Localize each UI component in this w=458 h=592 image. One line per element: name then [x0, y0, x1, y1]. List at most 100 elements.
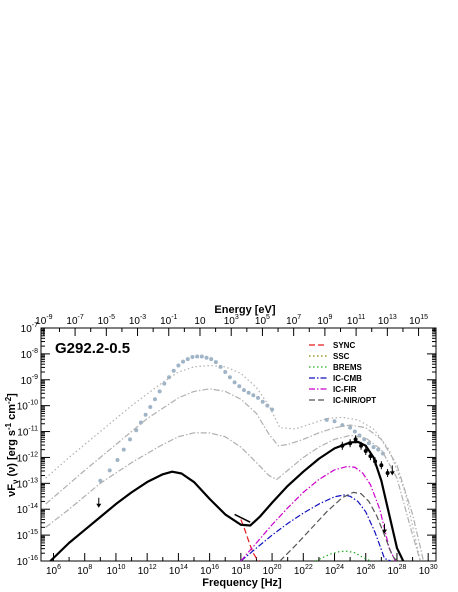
x2-tick-label-base: 10 [255, 316, 267, 327]
x2-tick-label-exp: 13 [389, 314, 397, 321]
curve-ic-fir [240, 465, 396, 561]
x-tick-label-base: 10 [388, 566, 400, 577]
curve-model-grey-3 [45, 432, 421, 561]
y-tick-label-exp: -10 [28, 400, 38, 407]
x-tick-label: 108 [77, 564, 92, 577]
x-axis-title: Frequency [Hz] [202, 577, 282, 589]
grey-point [107, 468, 112, 473]
upper-limit-arrow [389, 471, 395, 476]
x-tick-label-base: 10 [325, 566, 337, 577]
x2-tick-label: 109 [317, 314, 332, 327]
grey-point [352, 429, 357, 434]
grey-point [237, 384, 242, 389]
x-tick-label: 106 [46, 564, 61, 577]
y-tick-label-base: 10 [17, 402, 29, 413]
x-tick-label-exp: 26 [367, 564, 375, 571]
x-tick-label-base: 10 [169, 566, 181, 577]
measurement-point [385, 470, 390, 475]
x2-tick-label: 103 [224, 314, 239, 327]
y-tick-label-base: 10 [21, 324, 33, 335]
x2-tick-label-exp: -9 [46, 314, 52, 321]
grey-point [121, 447, 126, 452]
x-tick-label-base: 10 [231, 566, 243, 577]
x-tick-label: 1022 [294, 564, 313, 577]
grey-point [195, 354, 200, 359]
grey-point [138, 420, 143, 425]
x2-tick-label-exp: 15 [420, 314, 428, 321]
grey-point [148, 404, 153, 409]
legend: SYNC SSC BREMS IC-CMB IC-FIR IC-NIR/OPT [309, 341, 376, 405]
x2-tick-label-exp: 7 [297, 314, 301, 321]
x-tick-label-base: 10 [77, 566, 89, 577]
x-tick-label: 1024 [325, 564, 344, 577]
measurement-point [340, 443, 345, 448]
legend-label: IC-FIR [333, 385, 357, 394]
x2-tick-label-exp: 9 [328, 314, 332, 321]
grey-point [223, 370, 228, 375]
curve-ic-cmb [240, 494, 391, 561]
y-tick-label-base: 10 [17, 428, 29, 439]
x-tick-label-exp: 14 [180, 564, 188, 571]
measurement-point [368, 454, 373, 459]
y-axis-title-tail: cm [6, 404, 18, 423]
grey-point [332, 419, 337, 424]
grey-point [127, 437, 132, 442]
model-curves [45, 364, 425, 561]
y-axis-title: νFν (ν) [erg s-1 cm-2] [4, 393, 20, 497]
grey-point [199, 354, 204, 359]
x2-tick-label-exp: 3 [235, 314, 239, 321]
grey-point [162, 381, 167, 386]
y-tick-label-base: 10 [17, 557, 29, 568]
x2-tick-label-base: 10 [66, 316, 78, 327]
x2-tick-label-base: 10 [347, 316, 359, 327]
grey-point [209, 357, 214, 362]
upper-limit-arrow [381, 529, 387, 534]
curve-sync [240, 519, 260, 561]
measurement-markers [96, 435, 395, 534]
y-tick-label-base: 10 [17, 479, 29, 490]
grey-point [185, 357, 190, 362]
x-tick-label: 1010 [106, 564, 125, 577]
x2-tick-label: 10-7 [66, 314, 83, 327]
y-tick-label-exp: -14 [28, 503, 38, 510]
x2-tick-label: 10-3 [129, 314, 146, 327]
x-tick-label-exp: 6 [57, 564, 61, 571]
x2-tick-label-exp: 11 [358, 314, 365, 321]
x2-tick-label-base: 10 [224, 316, 236, 327]
y-tick-label-exp: -16 [28, 555, 38, 562]
xray-bowtie [234, 513, 251, 523]
x-tick-label-exp: 20 [274, 564, 282, 571]
grey-point [260, 399, 265, 404]
y-tick-label: 10-7 [21, 322, 38, 335]
x2-tick-label: 1013 [378, 314, 397, 327]
y-tick-label-exp: -11 [28, 426, 38, 433]
x-tick-label-exp: 8 [88, 564, 92, 571]
y-tick-label: 10-12 [17, 451, 38, 464]
x-tick-label-base: 10 [356, 566, 368, 577]
y-axis-title-sub: ν [11, 479, 20, 484]
curve-model-grey-2 [45, 388, 425, 561]
tick-labels: 106 108 1010 1012 1014 1016 1018 1020 1022 1024 10… [17, 314, 438, 577]
x-tick-label-exp: 30 [430, 564, 438, 571]
y-tick-label: 10-13 [17, 477, 38, 490]
x2-tick-label: 10-5 [98, 314, 115, 327]
y-tick-label-base: 10 [17, 531, 29, 542]
grey-point [190, 354, 195, 359]
grey-point [246, 390, 251, 395]
x-tick-label-base: 10 [263, 566, 275, 577]
x2-tick-label: 1015 [409, 314, 428, 327]
measurement-point [348, 441, 353, 446]
y-tick-label-exp: -8 [32, 348, 38, 355]
y-axis-title-exp2: -2 [4, 396, 13, 404]
upper-limit-arrow [96, 503, 102, 508]
x-tick-label: 1028 [388, 564, 407, 577]
y-tick-label: 10-10 [17, 400, 38, 413]
plot-frame [40, 327, 437, 562]
y-tick-label-base: 10 [21, 350, 33, 361]
x2-tick-label-base: 10 [129, 316, 141, 327]
x2-tick-label: 107 [286, 314, 301, 327]
grey-point [241, 388, 246, 393]
curve-ic-nir-opt [279, 491, 398, 561]
y-axis-title-main: νF [6, 484, 18, 497]
grey-point [366, 441, 371, 446]
